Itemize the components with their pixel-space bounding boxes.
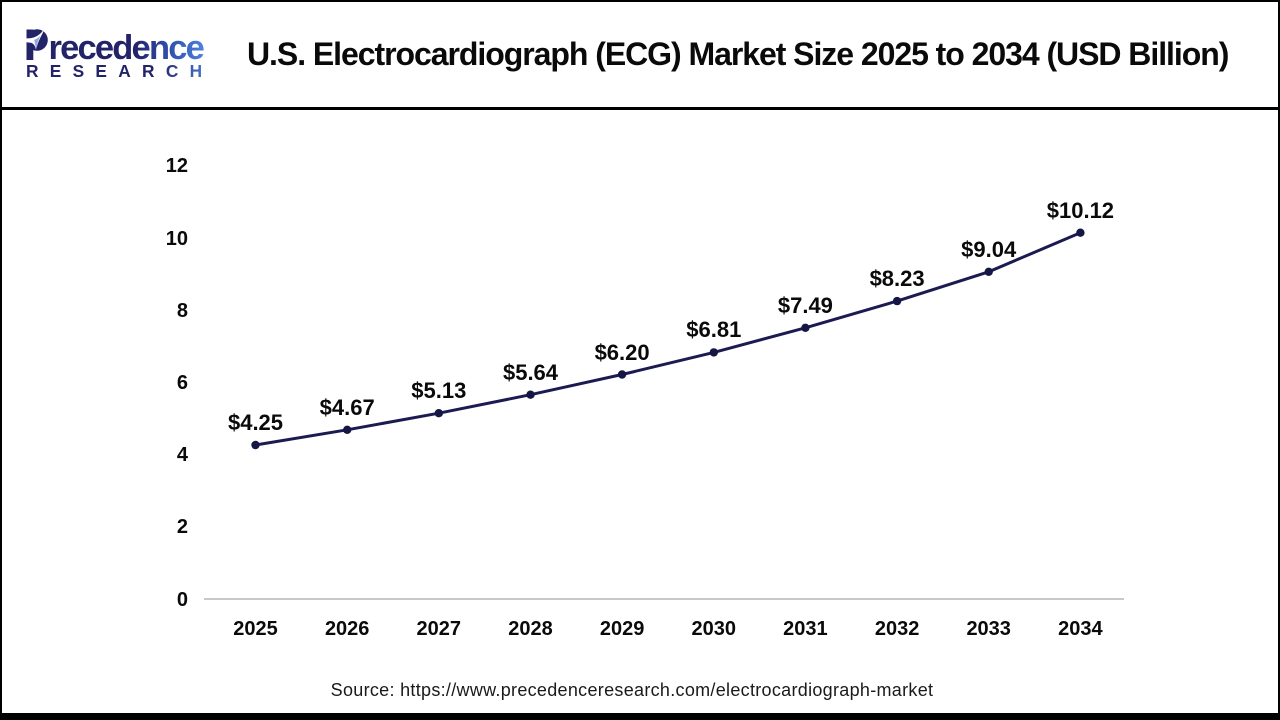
svg-text:2026: 2026 (325, 618, 370, 640)
svg-text:$6.81: $6.81 (686, 317, 741, 342)
svg-text:12: 12 (166, 155, 188, 177)
svg-text:2034: 2034 (1058, 618, 1103, 640)
svg-text:$7.49: $7.49 (778, 293, 833, 318)
svg-text:2: 2 (177, 516, 188, 538)
svg-text:2025: 2025 (233, 618, 278, 640)
svg-text:6: 6 (177, 372, 188, 394)
svg-text:2028: 2028 (508, 618, 553, 640)
svg-text:4: 4 (177, 444, 189, 466)
svg-text:$5.13: $5.13 (411, 378, 466, 403)
svg-text:2033: 2033 (966, 618, 1011, 640)
svg-text:8: 8 (177, 300, 188, 322)
svg-text:recedence: recedence (49, 29, 205, 67)
svg-text:2029: 2029 (600, 618, 645, 640)
svg-text:$5.64: $5.64 (503, 360, 559, 385)
svg-text:2031: 2031 (783, 618, 828, 640)
svg-text:$4.67: $4.67 (320, 395, 375, 420)
svg-text:10: 10 (166, 228, 188, 250)
svg-text:2027: 2027 (417, 618, 462, 640)
svg-text:Source: https://www.precedence: Source: https://www.precedenceresearch.c… (331, 680, 934, 700)
svg-text:$4.25: $4.25 (228, 410, 283, 435)
svg-text:0: 0 (177, 589, 188, 611)
svg-text:2030: 2030 (692, 618, 737, 640)
svg-text:2032: 2032 (875, 618, 920, 640)
svg-text:$6.20: $6.20 (595, 340, 650, 365)
svg-text:$10.12: $10.12 (1047, 198, 1114, 223)
svg-text:RESEARCH: RESEARCH (26, 61, 213, 81)
svg-text:$9.04: $9.04 (961, 237, 1017, 262)
svg-text:$8.23: $8.23 (870, 266, 925, 291)
